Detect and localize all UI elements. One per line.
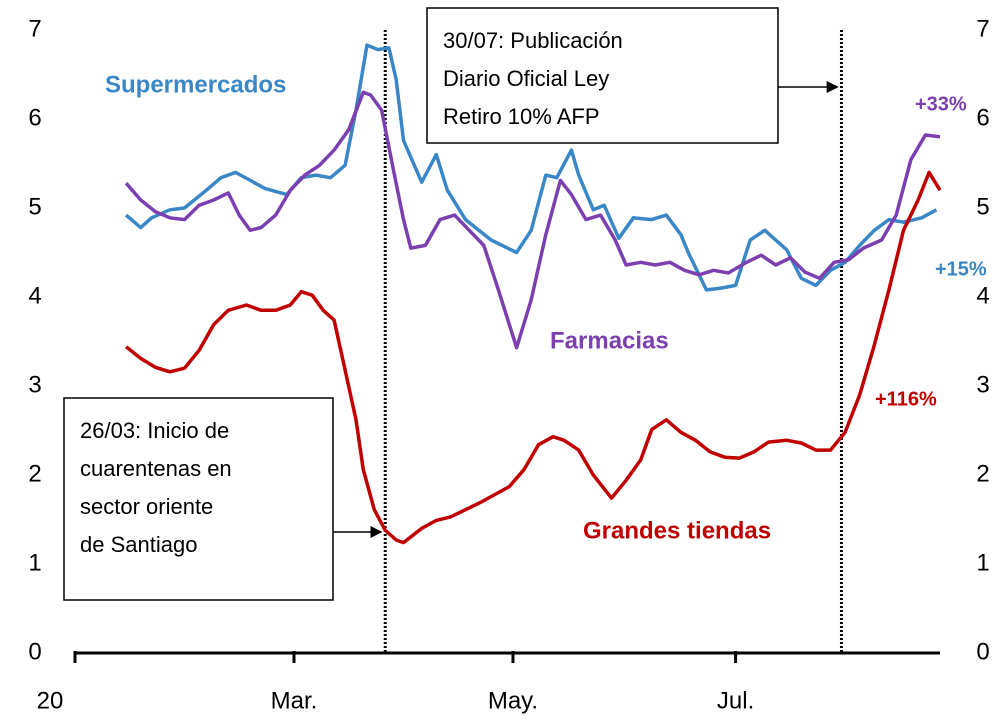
x-tick-label: 20	[37, 687, 64, 714]
annotation-box	[63, 397, 334, 601]
annotation-text: de Santiago	[80, 532, 197, 557]
y2-tick-label: 6	[976, 104, 989, 131]
x-tick-label: May.	[488, 687, 538, 714]
x-tick-label: Mar.	[271, 687, 318, 714]
series-label: Supermercados	[105, 71, 286, 98]
y2-tick-label: 5	[976, 193, 989, 220]
annotation-text: 30/07: Publicación	[443, 28, 623, 53]
y2-tick-label: 0	[976, 638, 989, 665]
change-label: +15%	[935, 258, 987, 280]
annotation-text: 26/03: Inicio de	[80, 418, 229, 443]
y-tick-label: 1	[28, 549, 41, 576]
annotation-text: sector oriente	[80, 494, 213, 519]
annotation-text: Diario Oficial Ley	[443, 66, 609, 91]
series-line	[124, 90, 941, 350]
y-tick-label: 4	[28, 282, 41, 309]
y-tick-label: 7	[28, 15, 41, 42]
y2-tick-label: 3	[976, 371, 989, 398]
y-tick-label: 6	[28, 104, 41, 131]
annotation-text: cuarentenas en	[80, 456, 232, 481]
y2-tick-label: 2	[976, 460, 989, 487]
y-tick-label: 0	[28, 638, 41, 665]
series-label: Farmacias	[550, 327, 669, 354]
change-label: +116%	[875, 388, 937, 410]
y2-tick-label: 4	[976, 282, 989, 309]
series-line	[125, 170, 942, 545]
y2-tick-label: 7	[976, 15, 989, 42]
annotation-text: Retiro 10% AFP	[443, 104, 600, 129]
change-label: +33%	[915, 93, 967, 115]
x-tick-label: Jul.	[717, 687, 754, 714]
y-tick-label: 2	[28, 460, 41, 487]
series-label: Grandes tiendas	[583, 517, 771, 544]
y-tick-label: 5	[28, 193, 41, 220]
annotation-box	[426, 7, 779, 144]
series-line	[124, 43, 938, 292]
y2-tick-label: 1	[976, 549, 989, 576]
y-tick-label: 3	[28, 371, 41, 398]
